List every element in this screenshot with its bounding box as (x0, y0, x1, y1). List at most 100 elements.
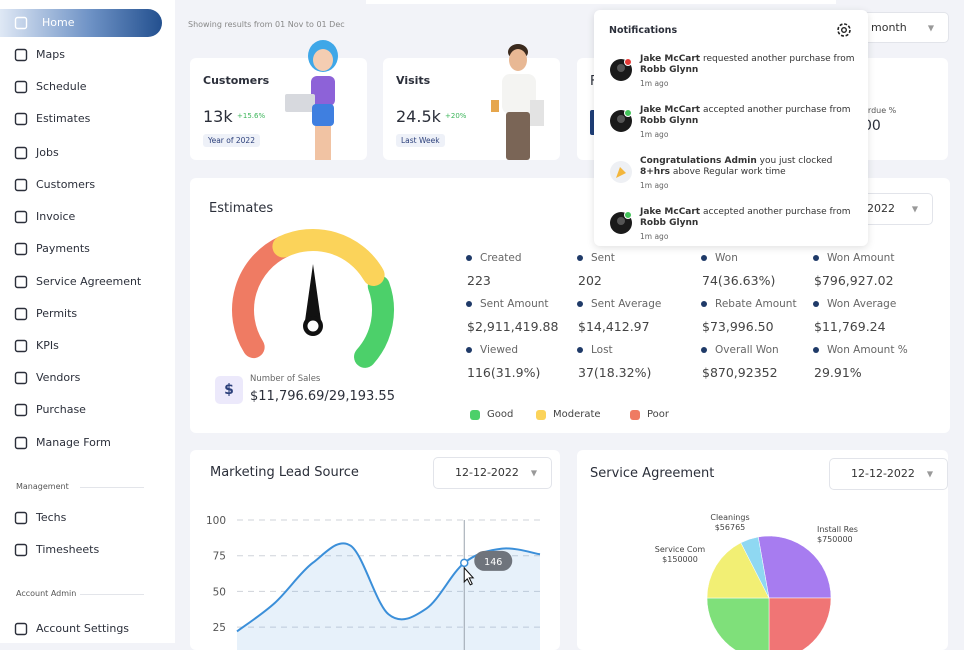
y-tick-label: 50 (213, 586, 226, 598)
card-label: erdue % (863, 106, 897, 115)
range-text: Showing results from 01 Nov to 01 Dec (188, 20, 345, 29)
date-text: 12-12-2022 (851, 467, 915, 480)
nav-icon (14, 112, 28, 126)
shorts (312, 104, 334, 126)
nav-item[interactable]: Techs (36, 511, 67, 524)
pie-slice (757, 535, 832, 599)
nav-section-title: Management (16, 482, 69, 491)
avatar (610, 211, 632, 234)
year-text: 2022 (867, 202, 895, 215)
nav-item[interactable]: Service Agreement (36, 275, 142, 288)
stat-value: $796,927.02 (814, 273, 894, 288)
stat-card: Visits 24.5k +20% Last Week (383, 44, 560, 160)
notification-time: 1m ago (640, 130, 669, 139)
icon-shape (14, 178, 28, 192)
icon-shape (14, 436, 28, 450)
status-dot (624, 58, 632, 66)
stat-dot (701, 347, 707, 353)
card-title: F (590, 74, 597, 89)
card-tag: Last Week (396, 134, 445, 147)
panel-title: Estimates (209, 201, 274, 216)
notification-part: accepted another purchase from (700, 207, 851, 217)
needle (304, 264, 322, 328)
stat-value: 202 (578, 273, 602, 288)
y-tick-label: 100 (206, 515, 226, 527)
stat-dot (577, 347, 583, 353)
nav-item[interactable]: Permits (36, 307, 78, 320)
card-title: Customers (203, 74, 270, 87)
pie-slice (706, 542, 770, 599)
tooltip-label: 146 (484, 557, 502, 568)
nav-item[interactable]: Estimates (36, 112, 91, 125)
icon-shape (14, 210, 28, 224)
icon-shape (14, 511, 28, 525)
shirt (502, 74, 536, 114)
stat-value: 29.91% (814, 365, 862, 380)
nav-item[interactable]: Manage Form (36, 436, 111, 449)
arrow: ▼ (927, 23, 934, 32)
pie-slice (706, 597, 770, 650)
nav-item[interactable]: Home (42, 16, 75, 29)
nav-item[interactable]: Payments (36, 242, 90, 255)
pie-label-name: Cleanings (710, 513, 749, 522)
nav-icon (14, 242, 28, 256)
gauge (232, 229, 394, 368)
nav-item[interactable]: Schedule (36, 80, 87, 93)
icon-shape (14, 543, 28, 557)
stat-value: 74(36.63%) (702, 273, 776, 288)
icon-shape (14, 339, 28, 353)
stat-label: Sent Amount (480, 298, 549, 310)
stat-value: 37(18.32%) (578, 365, 652, 380)
nav-item[interactable]: Customers (36, 178, 96, 191)
stat-label: Lost (591, 344, 613, 356)
legs (315, 126, 331, 160)
notification-part: Jake McCart (640, 54, 701, 64)
illustration (285, 40, 338, 160)
legend-label: Good (487, 409, 514, 420)
icon-shape (14, 307, 28, 321)
cursor (463, 566, 475, 586)
stat-label: Viewed (480, 344, 519, 356)
nav-icon (14, 543, 28, 557)
nav-icon (14, 307, 28, 321)
status-dot (624, 211, 632, 219)
panel-title: Service Agreement (590, 466, 715, 481)
notification-part: Jake McCart (640, 207, 701, 217)
nav-item[interactable]: Timesheets (36, 543, 100, 556)
icon-shape (14, 622, 28, 636)
legend-label: Poor (647, 409, 670, 420)
card-value: 24.5k (396, 107, 441, 126)
stat-dot (466, 347, 472, 353)
nav-item[interactable]: Vendors (36, 371, 81, 384)
arrow: ▼ (926, 469, 933, 479)
status-dot (624, 109, 632, 117)
nav-item[interactable]: KPIs (36, 339, 59, 352)
hover-point (460, 558, 469, 568)
nav-item[interactable]: Invoice (36, 210, 76, 223)
stat-dot (577, 301, 583, 307)
nav-icon (14, 339, 28, 353)
nav-item[interactable]: Maps (36, 48, 65, 61)
legend-swatch (630, 410, 640, 420)
pie-label-name: Install Res (817, 525, 858, 534)
date-dropdown[interactable]: 12-12-2022 ▼ (433, 457, 552, 489)
nav-item[interactable]: Account Settings (36, 622, 130, 635)
divider (80, 594, 144, 595)
stat-value: $2,911,419.88 (467, 319, 559, 334)
notification-time: 1m ago (640, 79, 669, 88)
legend-label: Moderate (553, 409, 601, 420)
notification-part: 8+hrs (640, 167, 671, 177)
marketing-panel: Marketing Lead Source 12-12-2022 ▼ 25 50 75 10… (190, 450, 560, 650)
nav-icon (14, 511, 28, 525)
icon-shape (14, 146, 28, 160)
notification-text: Congratulations Admin you just clocked 8… (640, 156, 858, 178)
arrow: ▼ (911, 204, 918, 214)
card-change: +20% (445, 112, 467, 120)
stat-dot (813, 301, 819, 307)
date-text: 12-12-2022 (455, 466, 519, 479)
date-dropdown[interactable]: 12-12-2022 ▼ (829, 458, 948, 490)
gauge-arc (232, 235, 295, 359)
nav-icon (14, 371, 28, 385)
nav-item[interactable]: Purchase (36, 403, 86, 416)
nav-item[interactable]: Jobs (36, 146, 59, 159)
